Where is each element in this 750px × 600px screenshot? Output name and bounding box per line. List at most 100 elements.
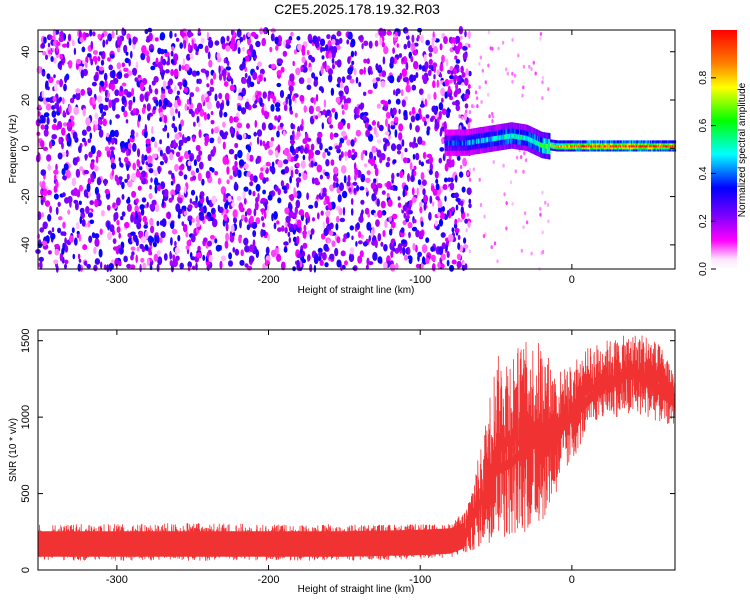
noise-cell [96,192,101,201]
noise-cell [257,91,262,96]
noise-cell [307,230,312,235]
signal-cell [657,148,659,152]
signal-cell [498,144,500,151]
noise-cell [38,256,44,262]
noise-cell [131,67,138,76]
signal-cell [518,138,520,145]
noise-cell [464,42,470,47]
noise-cell [438,157,443,164]
noise-cell [51,134,57,140]
noise-cell [131,87,135,97]
signal-cell [576,148,578,152]
signal-cell [646,146,648,150]
noise-cell [421,244,428,254]
signal-cell [606,140,608,144]
signal-cell [546,137,548,144]
signal-cell [591,140,593,144]
noise-cell [196,115,200,124]
signal-cell [603,146,606,150]
noise-cell [296,219,302,228]
signal-cell [669,140,671,144]
noise-cell [224,92,230,102]
signal-cell [556,142,558,146]
noise-cell [468,177,472,182]
signal-cell [593,144,596,148]
noise-cell [197,245,201,252]
noise-cell [183,174,188,180]
signal-cell [629,142,631,146]
signal-cell [458,144,460,151]
noise-cell [223,73,227,82]
signal-cell [660,148,662,152]
noise-cell [107,57,111,62]
noise-cell [451,206,455,212]
signal-cell [560,144,562,148]
noise-cell [445,58,449,67]
signal-cell [472,128,475,135]
noise-cell [265,246,270,255]
noise-cell [378,27,384,37]
signal-cell [663,142,666,146]
noise-cell [121,95,126,104]
signal-cell [642,142,645,146]
noise-cell [125,51,129,56]
signal-cell [465,134,467,141]
noise-cell [384,139,389,144]
signal-cell [550,145,552,149]
noise-cell [214,40,220,46]
signal-cell [648,144,650,148]
signal-cell [636,148,638,152]
signal-cell [656,148,658,152]
signal-cell [553,139,556,143]
noise-cell [317,247,323,254]
noise-cell [160,181,166,190]
signal-cell [580,144,582,148]
signal-cell [661,140,663,144]
signal-cell [563,140,566,144]
noise-cell [331,240,336,247]
signal-cell [635,140,637,144]
signal-cell [552,143,555,147]
noise-cell [166,132,170,139]
noise-cell [316,164,323,173]
noise-cell [243,163,249,170]
noise-cell [175,108,178,114]
signal-cell [644,142,647,146]
signal-cell [497,144,499,151]
noise-cell [149,236,155,243]
noise-cell [335,96,341,104]
noise-cell [446,210,450,217]
noise-cell [528,64,531,69]
signal-cell [522,124,525,131]
noise-cell [246,123,250,129]
noise-cell [172,177,176,184]
noise-cell [390,143,397,152]
signal-cell [567,140,569,144]
signal-cell [649,148,651,152]
noise-cell [324,148,329,153]
noise-cell [59,62,62,71]
signal-cell [508,132,510,139]
noise-cell [464,30,467,38]
signal-cell [660,146,662,150]
signal-cell [579,140,581,144]
noise-cell [157,166,161,175]
signal-cell [480,147,483,154]
noise-cell [459,165,463,169]
noise-cell [328,146,333,151]
noise-cell [292,95,296,102]
signal-cell [465,129,467,136]
noise-cell [52,57,57,64]
noise-cell [209,138,214,144]
signal-cell [560,140,562,144]
signal-cell [627,146,629,150]
noise-cell [99,228,103,235]
signal-cell [625,146,627,150]
signal-cell [512,132,515,139]
signal-cell [589,148,591,152]
signal-cell [628,148,630,152]
noise-cell [86,263,91,269]
signal-cell [658,148,660,152]
noise-cell [439,211,445,220]
signal-cell [637,148,639,152]
